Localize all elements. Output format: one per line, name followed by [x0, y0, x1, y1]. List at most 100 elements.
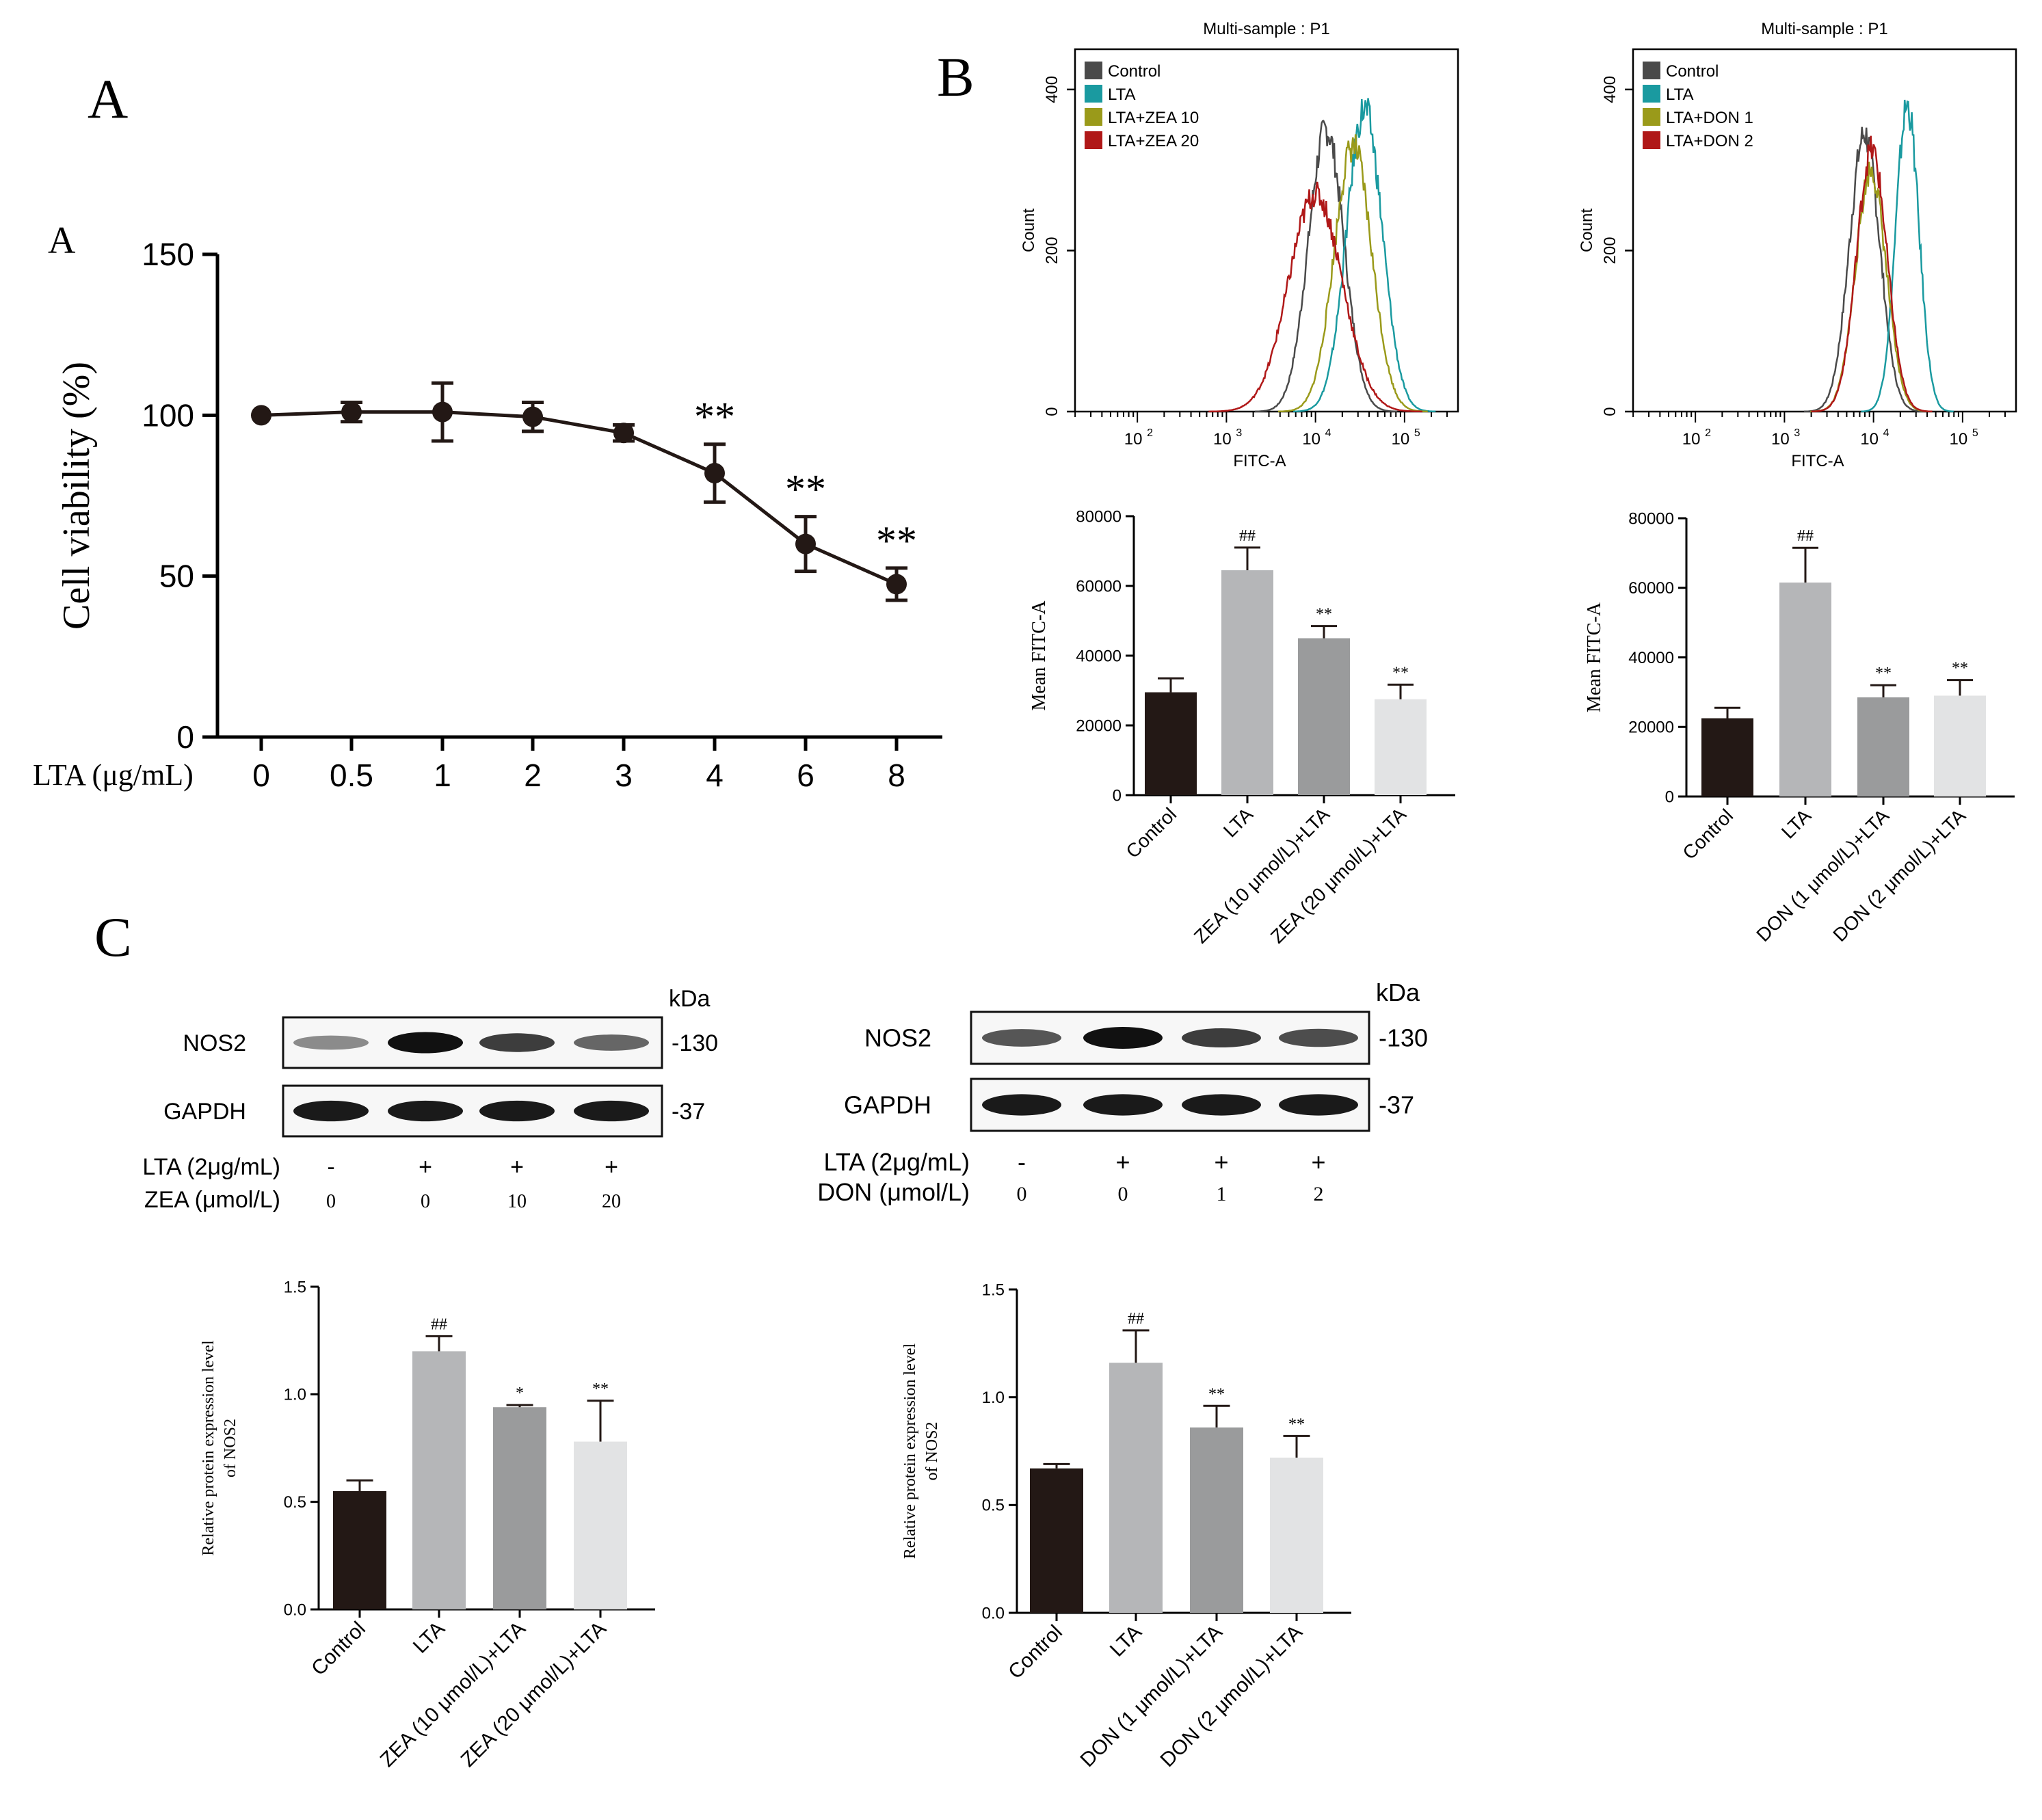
x-axis-label: FITC-A — [1791, 452, 1844, 470]
blot-band — [1279, 1094, 1358, 1116]
blot-band — [1182, 1094, 1261, 1116]
kda-label: kDa — [669, 986, 711, 1012]
category-label: Control — [1678, 805, 1737, 864]
y-tick-label: 20000 — [1076, 717, 1122, 735]
legend-label: LTA — [1666, 85, 1693, 104]
data-point — [432, 401, 453, 423]
y-axis-label: Cell viability (%) — [55, 362, 98, 630]
significance-mark: ## — [431, 1315, 447, 1333]
y-tick-label: 0.0 — [982, 1604, 1005, 1622]
blot-band — [1083, 1094, 1163, 1116]
significance-mark: ** — [1316, 606, 1332, 624]
fitc-histogram-zea: Multi-sample : P1 0 200 400 Count 10 2 10 3 10 4 10… — [1020, 20, 1459, 470]
condition-value: + — [1115, 1148, 1130, 1176]
y-tick-label: 200 — [1601, 237, 1619, 264]
x-tick-label: 10 — [1124, 430, 1143, 449]
kda-marker: -37 — [672, 1099, 705, 1125]
histogram-curve-1 — [1255, 120, 1398, 413]
histogram-curve-2 — [1861, 99, 1954, 413]
legend-label: LTA+ZEA 20 — [1108, 132, 1199, 150]
y-axis-label-line2: of NOS2 — [923, 1421, 941, 1480]
bar-4 — [1270, 1457, 1323, 1613]
y-tick-label: 0 — [1043, 407, 1061, 416]
y-tick-label: 40000 — [1076, 647, 1122, 665]
y-tick-label: 0 — [1601, 407, 1619, 416]
significance-mark: ## — [1128, 1310, 1144, 1328]
legend-label: Control — [1666, 62, 1719, 81]
significance-mark: ** — [1392, 664, 1409, 682]
condition-label: LTA (2μg/mL) — [142, 1154, 280, 1180]
y-tick-label: 80000 — [1076, 507, 1122, 526]
y-tick-label: 0.0 — [284, 1601, 306, 1619]
bar-4 — [1934, 695, 1986, 797]
category-label: LTA — [1106, 1621, 1146, 1661]
x-tick-label: 4 — [706, 758, 724, 793]
significance-mark: ## — [1239, 527, 1256, 545]
condition-value: - — [327, 1154, 334, 1180]
x-tick-label: 10 — [1302, 430, 1321, 449]
western-blot-don: kDa NOS2 -130 GAPDH -37 LTA (2μg/mL) - + + + DON (… — [817, 978, 1428, 1206]
protein-label: NOS2 — [864, 1024, 931, 1052]
nos2-bar-chart-zea: 0.0 0.5 1.0 1.5 Relative protein expression … — [200, 1278, 655, 1771]
y-tick-label: 50 — [159, 559, 194, 594]
blot-band — [293, 1100, 369, 1122]
histogram-curve-1 — [1803, 126, 1926, 413]
category-label: ZEA (10 μmol/L)+LTA — [376, 1618, 530, 1771]
legend-label: LTA+DON 1 — [1666, 109, 1753, 127]
x-tick-label: 2 — [524, 758, 542, 793]
bar-3 — [493, 1407, 546, 1609]
bar-1 — [333, 1490, 386, 1609]
panel-label-a-outer: A — [88, 68, 128, 130]
condition-value: + — [1214, 1148, 1228, 1176]
y-tick-label: 0 — [1113, 786, 1122, 805]
condition-value: 0 — [421, 1191, 430, 1212]
histogram-title: Multi-sample : P1 — [1761, 20, 1887, 38]
panel-label-a-inner: A — [48, 219, 76, 262]
y-tick-label: 1.0 — [982, 1389, 1005, 1407]
x-axis-label: FITC-A — [1233, 452, 1286, 470]
x-tick-label: 10 — [1771, 430, 1790, 449]
viability-line-chart: 0 50 100 150 0 0.5 1 2 3 4 6 8 LTA (μg/mL) Cell viabi… — [33, 237, 942, 793]
category-label: LTA — [1219, 803, 1258, 842]
data-point — [522, 406, 543, 427]
condition-value: + — [510, 1154, 524, 1180]
category-label: LTA — [409, 1618, 449, 1658]
condition-value: 0 — [326, 1191, 336, 1212]
category-label: LTA — [1777, 805, 1816, 843]
significance-mark: ** — [785, 467, 826, 512]
plot-frame — [1632, 48, 2017, 413]
nos2-bar-chart-don: 0.0 0.5 1.0 1.5 Relative protein expression … — [901, 1281, 1351, 1771]
blot-band — [388, 1032, 463, 1054]
category-label: DON (1 μmol/L)+LTA — [1076, 1621, 1227, 1771]
blot-band — [293, 1035, 369, 1050]
mean-fitc-bar-chart-don: 0 20000 40000 60000 80000 Mean FITC-A Control #… — [1584, 509, 2015, 946]
significance-mark: ** — [694, 394, 735, 440]
histogram-curve-3 — [1277, 134, 1428, 413]
bar-3 — [1190, 1427, 1243, 1613]
y-tick-label: 0 — [1665, 788, 1674, 806]
x-tick-exponent: 2 — [1147, 427, 1153, 439]
y-tick-label: 1.0 — [284, 1386, 306, 1404]
y-tick-label: 1.5 — [982, 1281, 1005, 1299]
histogram-curve-2 — [1293, 98, 1436, 413]
significance-mark: ** — [592, 1380, 609, 1398]
y-axis-label: Count — [1020, 209, 1038, 252]
y-tick-label: 60000 — [1628, 579, 1674, 598]
protein-label: NOS2 — [183, 1030, 246, 1056]
x-tick-label: 10 — [1860, 430, 1879, 449]
condition-value: 10 — [507, 1191, 527, 1212]
condition-value: 2 — [1314, 1183, 1324, 1205]
fitc-histogram-don: Multi-sample : P1 0 200 400 Count 10 2 10 3 10 4 10… — [1578, 20, 2017, 470]
condition-value: + — [605, 1154, 618, 1180]
legend-swatch — [1643, 62, 1660, 79]
significance-mark: * — [516, 1384, 524, 1402]
x-tick-label: 10 — [1213, 430, 1232, 449]
y-tick-label: 400 — [1043, 76, 1061, 103]
y-axis-label: Mean FITC-A — [1584, 602, 1605, 712]
x-tick-label: 10 — [1682, 430, 1701, 449]
bar-2 — [1109, 1363, 1163, 1613]
kda-marker: -37 — [1379, 1091, 1414, 1119]
y-axis-label: Count — [1578, 209, 1596, 252]
kda-label: kDa — [1376, 978, 1420, 1006]
